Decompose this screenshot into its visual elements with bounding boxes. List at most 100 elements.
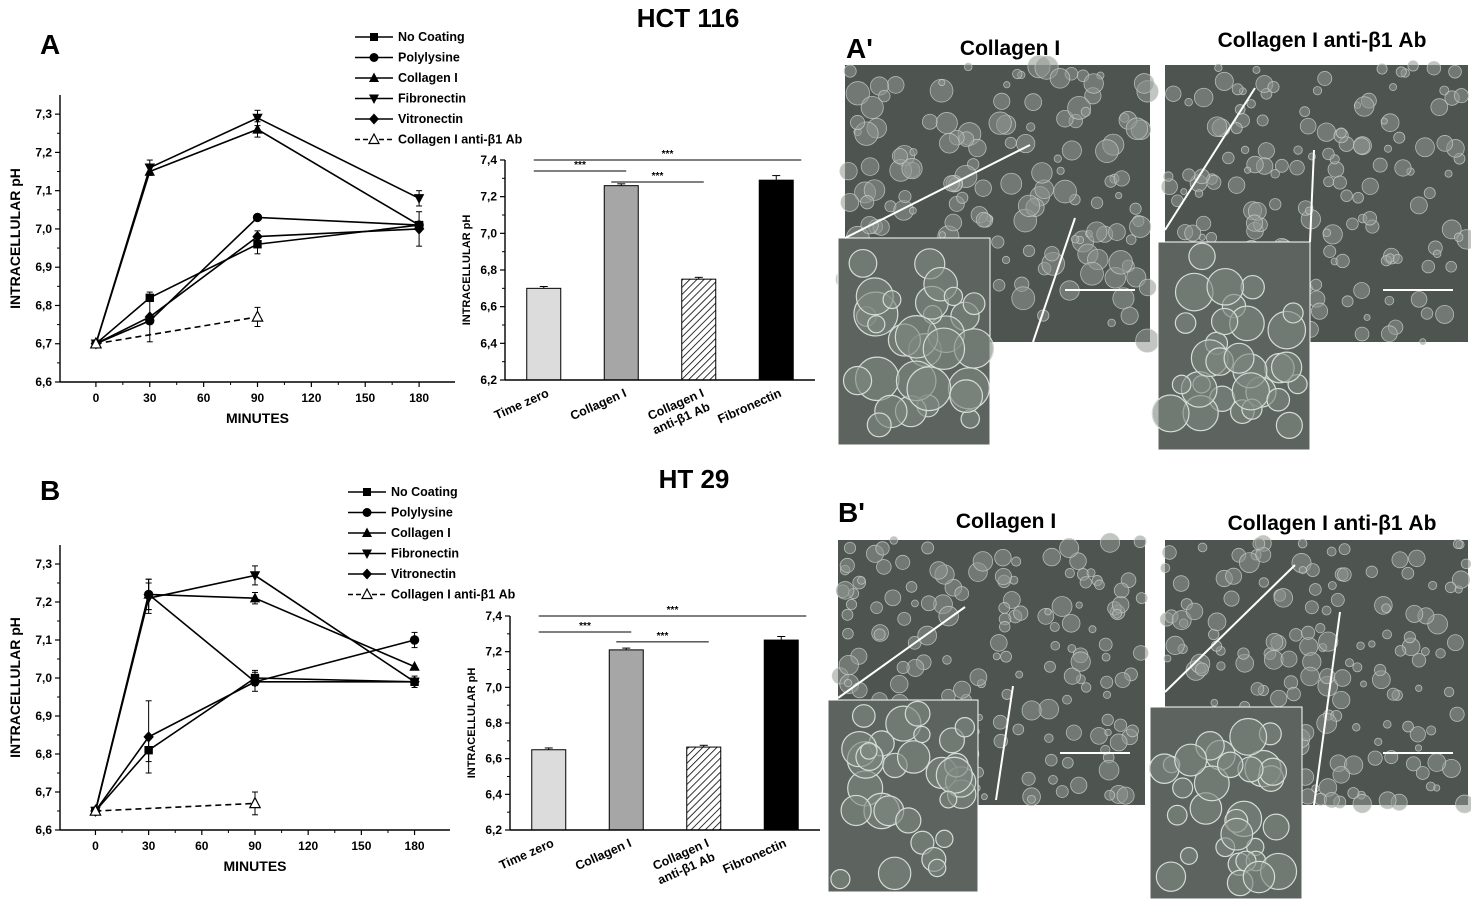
cell (1267, 80, 1280, 94)
data-point-collagen_i (252, 123, 263, 134)
cell (909, 206, 917, 215)
series-line-vitronectin (95, 228, 420, 345)
zoom-guide-line (837, 606, 966, 699)
legend-label-polylysine: Polylysine (398, 51, 460, 65)
cell (1322, 147, 1335, 161)
cell (860, 95, 884, 119)
cell (1402, 720, 1414, 733)
y-tick-label: 7,1 (35, 184, 52, 198)
cell (1394, 645, 1407, 657)
cell (1245, 214, 1264, 232)
cell (1180, 188, 1188, 196)
magnified-cell (1206, 267, 1245, 306)
cell (1415, 137, 1435, 158)
cell (1197, 542, 1208, 553)
cell (838, 654, 859, 676)
cell (1252, 537, 1266, 551)
cell (1094, 579, 1105, 591)
cell (1382, 629, 1392, 640)
legend-label-fibronectin: Fibronectin (391, 547, 459, 561)
y-tick-label: 7,3 (35, 557, 52, 571)
category-label-2: Collagen Ianti-β1 Ab (649, 836, 717, 887)
cell (1368, 640, 1376, 648)
cell (1335, 253, 1350, 269)
significance-label: *** (662, 149, 674, 160)
cell (1352, 794, 1372, 814)
magnified-cell (1174, 312, 1197, 334)
cell (841, 608, 854, 621)
cell (1185, 602, 1204, 621)
cell (1269, 198, 1282, 211)
series-line-collagen_i (94, 593, 415, 812)
cell (1210, 698, 1219, 707)
cell (1184, 97, 1193, 107)
cell (1403, 631, 1416, 644)
magnified-cell (1172, 777, 1194, 799)
cell (1133, 73, 1155, 94)
magnified-cell (1275, 411, 1303, 439)
zoom-guide-line (1311, 611, 1341, 821)
cell (1445, 260, 1457, 273)
cell (1405, 604, 1424, 623)
cell (1386, 687, 1400, 701)
cell (1042, 547, 1061, 567)
cell (1104, 728, 1112, 737)
cell (1455, 794, 1471, 814)
category-label-line: Collagen I (573, 836, 633, 873)
cell (1426, 60, 1442, 76)
category-label-1: Collagen I (568, 386, 628, 423)
cell (1012, 68, 1023, 80)
category-label-line: Time zero (497, 836, 556, 873)
cell (1080, 261, 1104, 286)
cell (1372, 157, 1388, 173)
cell (884, 589, 902, 607)
cell (1451, 570, 1471, 589)
data-point-vitronectin (249, 676, 261, 688)
x-tick-label: 30 (142, 839, 156, 853)
cell (1027, 794, 1036, 804)
magnified-cell (922, 327, 966, 370)
cell (1098, 759, 1120, 781)
cell (1257, 142, 1275, 160)
y-axis-title: INTRACELLULAR pH (7, 617, 23, 758)
y-axis-title: INTRACELLULAR pH (7, 168, 23, 309)
cell (1075, 601, 1083, 609)
cell (1353, 282, 1370, 299)
cell (890, 674, 909, 694)
significance-label: *** (574, 160, 586, 171)
cell (1116, 786, 1135, 805)
cell (1112, 608, 1122, 619)
cell (1430, 98, 1449, 116)
x-tick-label: 90 (248, 839, 262, 853)
cell (1409, 196, 1428, 215)
cell (1289, 628, 1303, 642)
cell (1304, 600, 1319, 615)
cell (953, 680, 972, 699)
cell (1223, 590, 1240, 607)
x-tick-label: 180 (405, 839, 425, 853)
magnified-cell (851, 704, 876, 728)
cell (1088, 625, 1097, 634)
category-label-line: Collagen I (568, 386, 628, 423)
y-tick-label: 6,4 (480, 336, 497, 350)
cell (1231, 83, 1244, 96)
cell (1104, 789, 1116, 801)
cell (1194, 168, 1210, 185)
magnified-cell (939, 790, 958, 809)
magnified-cell (904, 700, 931, 727)
y-tick-label: 6,6 (35, 823, 52, 837)
series-line-anti_b1 (95, 316, 258, 345)
cell (1389, 83, 1398, 92)
cell (1321, 605, 1332, 616)
cell (1114, 672, 1131, 689)
cell (905, 581, 918, 593)
y-tick-label: 7,2 (480, 190, 497, 204)
cell (1011, 556, 1022, 567)
cell (1070, 235, 1080, 244)
cell (1362, 211, 1378, 226)
cell (1109, 733, 1128, 752)
category-label-1: Collagen I (573, 836, 633, 873)
cell (1163, 171, 1174, 182)
bar-3 (763, 639, 799, 831)
cell (1305, 563, 1320, 578)
